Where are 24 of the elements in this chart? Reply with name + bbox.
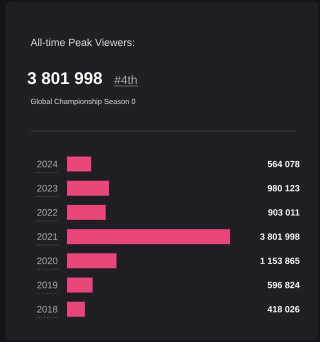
y-tick-label: 2018 [37,306,58,313]
bar [67,253,116,268]
text: #4th [114,75,137,84]
y-tick-label: 2021 [37,233,58,240]
chart-title: All-time Peak Viewers: [30,38,134,46]
data-label: 418 026 [268,306,300,312]
bar [67,229,230,244]
bar [67,156,92,172]
bar [67,278,93,293]
bar [67,302,85,317]
bar [67,204,106,220]
data-label: 903 011 [268,209,300,216]
data-label: 596 824 [268,282,300,288]
y-tick-label: 2019 [37,282,58,288]
data-label: 1 153 865 [260,258,300,264]
data-label: 980 123 [268,185,300,192]
y-tick-label: 2022 [37,209,58,216]
y-tick-label: 2020 [37,257,58,264]
text: 3 801 998 [28,72,102,84]
data-label: 3 801 998 [260,233,300,240]
bar [67,180,110,196]
y-tick-label: 2023 [37,184,58,192]
y-tick-label: 2024 [37,160,58,168]
data-label: 564 078 [268,160,300,168]
